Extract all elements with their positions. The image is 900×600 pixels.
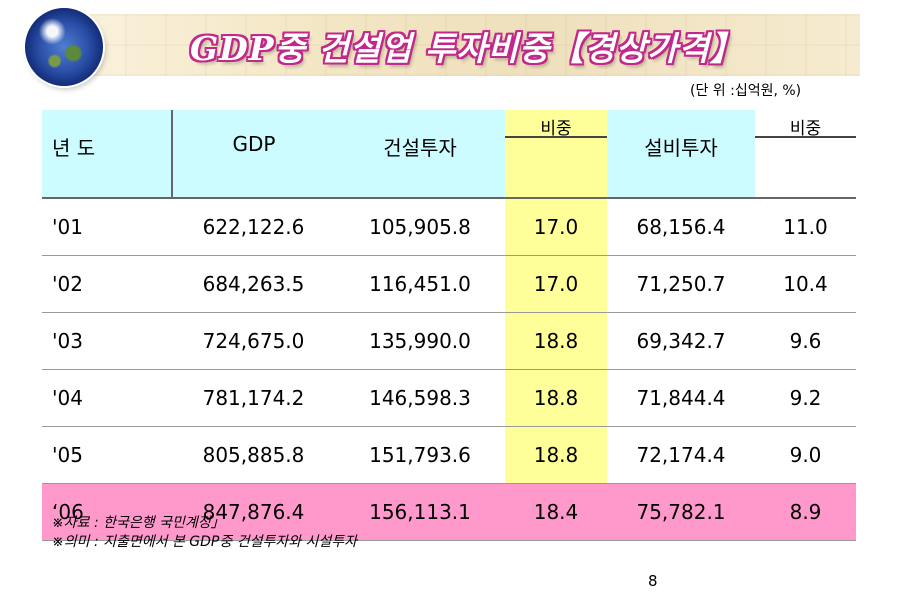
cell-construction: 151,793.6 [335,426,505,484]
unit-label: (단 위 :십억원, %) [690,83,802,99]
cell-year: ‘06 [42,483,172,541]
cell-year: '01 [42,198,172,256]
cell-ratio-equipment: 9.6 [755,312,856,370]
cell-construction: 105,905.8 [335,198,505,256]
table-row: '01 622,122.6 105,905.8 17.0 68,156.4 11… [42,198,856,256]
cell-ratio-construction: 18.4 [505,483,607,541]
cell-construction: 146,598.3 [335,369,505,427]
cell-gdp: 724,675.0 [172,312,335,370]
cell-ratio-equipment: 11.0 [755,198,856,256]
cell-gdp: 781,174.2 [172,369,335,427]
cell-construction: 116,451.0 [335,255,505,313]
cell-year: '03 [42,312,172,370]
cell-equipment: 68,156.4 [607,198,755,256]
page-number: 8 [648,572,658,590]
globe-icon [25,8,103,86]
header-gdp: GDP [171,110,335,199]
header-year: 년 도 [42,110,172,199]
investment-table: 년 도 GDP 건설투자 비중 설비투자 비중 '01 622,122.6 10… [42,110,856,541]
cell-equipment: 72,174.4 [607,426,755,484]
table-row: '04 781,174.2 146,598.3 18.8 71,844.4 9.… [42,369,856,427]
cell-gdp: 847,876.4 [172,483,335,541]
table-row-highlighted: ‘06 847,876.4 156,113.1 18.4 75,782.1 8.… [42,483,856,541]
cell-ratio-construction: 18.8 [505,426,607,484]
meaning-note: ※의미 : 지출면에서 본 GDP중 건설투자와 시설투자 [52,534,358,550]
cell-ratio-equipment: 9.0 [755,426,856,484]
cell-year: '04 [42,369,172,427]
cell-ratio-equipment: 9.2 [755,369,856,427]
cell-ratio-construction: 17.0 [505,255,607,313]
cell-year: '02 [42,255,172,313]
cell-equipment: 69,342.7 [607,312,755,370]
cell-construction: 156,113.1 [335,483,505,541]
title-banner [45,14,860,76]
header-ratio-equipment: 비중 [755,110,856,199]
cell-ratio-equipment: 8.9 [755,483,856,541]
table-row: '03 724,675.0 135,990.0 18.8 69,342.7 9.… [42,312,856,370]
header-ratio-construction-label: 비중 [540,119,572,139]
cell-equipment: 75,782.1 [607,483,755,541]
table-header-row: 년 도 GDP 건설투자 비중 설비투자 비중 [42,110,856,199]
cell-ratio-equipment: 10.4 [755,255,856,313]
footnotes: ※자료 : 한국은행 국민계정」 ※의미 : 지출면에서 본 GDP중 건설투자… [52,514,357,552]
cell-ratio-construction: 18.8 [505,369,607,427]
header-equipment: 설비투자 [607,110,755,199]
cell-construction: 135,990.0 [335,312,505,370]
header-construction: 건설투자 [335,110,505,199]
cell-gdp: 684,263.5 [172,255,335,313]
header-ratio-construction: 비중 [505,110,607,199]
source-note: ※자료 : 한국은행 국민계정」 [52,515,225,531]
cell-equipment: 71,250.7 [607,255,755,313]
cell-gdp: 622,122.6 [172,198,335,256]
table-row: '02 684,263.5 116,451.0 17.0 71,250.7 10… [42,255,856,313]
cell-gdp: 805,885.8 [172,426,335,484]
page-title: GDP중 건설업 투자비중【경상가격】 [190,29,744,68]
table-row: '05 805,885.8 151,793.6 18.8 72,174.4 9.… [42,426,856,484]
header-ratio-equipment-label: 비중 [789,119,822,139]
cell-ratio-construction: 17.0 [505,198,607,256]
cell-equipment: 71,844.4 [607,369,755,427]
cell-year: '05 [42,426,172,484]
cell-ratio-construction: 18.8 [505,312,607,370]
